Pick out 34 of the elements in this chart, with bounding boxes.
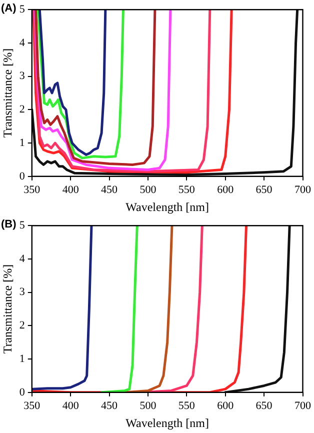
x-tick-label: 550 — [178, 400, 196, 412]
x-tick-label: 600 — [217, 184, 234, 196]
x-tick-label: 350 — [24, 400, 41, 412]
y-tick-label: 5 — [19, 3, 26, 16]
x-tick-label: 500 — [140, 184, 157, 196]
y-tick-label: 4 — [19, 252, 26, 265]
y-tick-label: 5 — [19, 219, 26, 232]
y-tick-label: 1 — [19, 352, 25, 365]
x-tick-label: 350 — [24, 184, 41, 196]
y-tick-label: 1 — [19, 136, 25, 149]
y-tick-label: 0 — [19, 386, 26, 398]
text: (B) — [1, 218, 17, 231]
x-axis-title: Wavelength [nm] — [126, 416, 209, 430]
x-tick-label: 400 — [62, 400, 80, 412]
y-tick-label: 3 — [19, 70, 26, 82]
x-tick-label: 450 — [101, 400, 118, 412]
y-axis-title: Transmittance [%] — [0, 264, 14, 354]
text: (A) — [1, 2, 17, 15]
y-tick-label: 2 — [19, 320, 25, 332]
y-tick-label: 2 — [19, 104, 25, 116]
x-tick-label: 550 — [178, 184, 196, 196]
x-tick-label: 600 — [217, 400, 234, 412]
x-tick-label: 650 — [256, 400, 273, 412]
x-tick-label: 450 — [101, 184, 118, 196]
x-tick-label: 700 — [294, 400, 312, 412]
x-tick-label: 700 — [294, 184, 312, 196]
y-tick-label: 4 — [19, 36, 26, 49]
y-tick-label: 3 — [19, 286, 26, 298]
x-axis-title: Wavelength [nm] — [126, 200, 209, 214]
x-tick-label: 500 — [140, 400, 157, 412]
y-axis-title: Transmittance [%] — [0, 48, 14, 138]
y-tick-label: 0 — [19, 170, 26, 182]
x-tick-label: 650 — [256, 184, 273, 196]
x-tick-label: 400 — [62, 184, 80, 196]
